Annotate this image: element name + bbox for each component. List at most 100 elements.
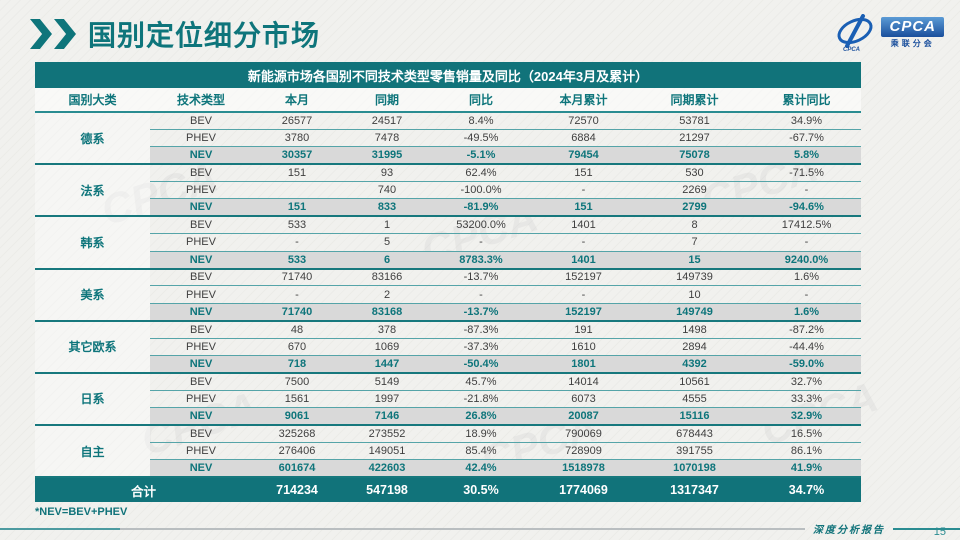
data-cell: 1498 <box>637 319 752 339</box>
data-cell: 31995 <box>342 146 432 165</box>
total-cell: 547198 <box>342 476 432 503</box>
data-cell: 83168 <box>342 302 432 321</box>
data-cell: 86.1% <box>752 441 861 460</box>
data-cell: 9240.0% <box>752 250 861 269</box>
data-cell: -87.2% <box>752 319 861 339</box>
total-row: 合计 714234 547198 30.5% 1774069 1317347 34.7% <box>35 476 861 503</box>
data-cell: 1561 <box>252 389 342 408</box>
column-header: 技术类型 <box>150 88 252 113</box>
data-cell: -100.0% <box>432 181 530 199</box>
data-cell: 20087 <box>530 407 637 426</box>
table-header-row: 国别大类 技术类型 本月 同期 同比 本月累计 同期累计 累计同比 <box>35 88 861 113</box>
data-cell: BEV <box>150 163 252 182</box>
data-cell: - <box>752 233 861 252</box>
data-cell: 273552 <box>342 424 432 443</box>
logo-subtext: 乘联分会 <box>890 39 935 48</box>
data-cell: -71.5% <box>752 163 861 182</box>
double-chevron-icon <box>30 19 76 49</box>
data-cell: 601674 <box>252 459 342 478</box>
data-cell: -44.4% <box>752 337 861 356</box>
total-cell: 714234 <box>252 476 342 503</box>
data-cell: - <box>530 233 637 252</box>
sales-table: 新能源市场各国别不同技术类型零售销量及同比（2024年3月及累计） 国别大类 技术… <box>35 62 861 503</box>
data-cell: 7146 <box>342 407 432 426</box>
page-title: 国别定位细分市场 <box>88 20 321 51</box>
data-cell: BEV <box>150 110 252 130</box>
data-cell: PHEV <box>150 233 252 252</box>
data-cell: - <box>530 285 637 304</box>
data-cell: 53200.0% <box>432 215 530 234</box>
table-row: PHEV 3780 7478 -49.5% 6884 21297 -67.7% <box>35 128 861 147</box>
data-cell: 10561 <box>637 371 752 391</box>
data-cell: 16.5% <box>752 424 861 443</box>
data-cell: 378 <box>342 319 432 339</box>
table-row: PHEV -2- -10- <box>35 285 861 304</box>
data-cell: 276406 <box>252 441 342 460</box>
data-cell: 21297 <box>637 128 752 147</box>
data-cell: BEV <box>150 215 252 234</box>
data-cell: PHEV <box>150 389 252 408</box>
table-title: 新能源市场各国别不同技术类型零售销量及同比（2024年3月及累计） <box>35 62 861 88</box>
data-cell: 10 <box>637 285 752 304</box>
data-cell: 14014 <box>530 371 637 391</box>
data-cell: BEV <box>150 267 252 286</box>
data-cell: NEV <box>150 459 252 478</box>
table-row: NEV 9061 7146 26.8% 20087 15116 32.9% <box>35 407 861 426</box>
data-cell: - <box>432 285 530 304</box>
table-row: NEV 30357 31995 -5.1% 79454 75078 5.8% <box>35 146 861 165</box>
data-cell: 9061 <box>252 407 342 426</box>
data-cell: 72570 <box>530 110 637 130</box>
data-table: 国别大类 技术类型 本月 同期 同比 本月累计 同期累计 累计同比 德系 BEV 26577 245… <box>35 88 861 503</box>
data-cell: 149739 <box>637 267 752 286</box>
data-cell: 71740 <box>252 267 342 286</box>
footnote: *NEV=BEV+PHEV <box>35 506 128 518</box>
data-cell: 670 <box>252 337 342 356</box>
table-row: 法系 BEV 151 93 62.4% 151 530 -71.5% <box>35 163 861 217</box>
data-cell: NEV <box>150 302 252 321</box>
data-cell: - <box>432 233 530 252</box>
data-cell: 32.9% <box>752 407 861 426</box>
data-cell: 325268 <box>252 424 342 443</box>
data-cell: 1447 <box>342 354 432 373</box>
data-cell: 33.3% <box>752 389 861 408</box>
data-cell: 790069 <box>530 424 637 443</box>
total-cell: 1774069 <box>530 476 637 503</box>
data-cell: 718 <box>252 354 342 373</box>
data-cell: 30357 <box>252 146 342 165</box>
footer-divider <box>0 527 805 530</box>
data-cell: 34.9% <box>752 110 861 130</box>
data-cell: 4392 <box>637 354 752 373</box>
data-cell: 7 <box>637 233 752 252</box>
data-cell: 149051 <box>342 441 432 460</box>
column-header: 同比 <box>432 88 530 113</box>
footer-rule: 深度分析报告 <box>0 521 960 536</box>
footer-divider-accent <box>893 527 960 530</box>
data-cell: 152197 <box>530 267 637 286</box>
data-cell: 17412.5% <box>752 215 861 234</box>
country-cell: 其它欧系 <box>35 319 150 373</box>
data-cell: PHEV <box>150 181 252 199</box>
country-cell: 自主 <box>35 424 150 478</box>
data-cell: 1070198 <box>637 459 752 478</box>
data-cell: 6 <box>342 250 432 269</box>
column-header: 同期累计 <box>637 88 752 113</box>
data-cell: 8.4% <box>432 110 530 130</box>
data-cell: 83166 <box>342 267 432 286</box>
data-cell: 678443 <box>637 424 752 443</box>
table-row: NEV 718 1447 -50.4% 1801 4392 -59.0% <box>35 354 861 373</box>
data-cell: 2799 <box>637 198 752 217</box>
data-cell: 191 <box>530 319 637 339</box>
data-cell: 1069 <box>342 337 432 356</box>
data-cell: 18.9% <box>432 424 530 443</box>
data-cell: 740 <box>342 181 432 199</box>
column-header: 同期 <box>342 88 432 113</box>
data-cell: -81.9% <box>432 198 530 217</box>
data-cell: 422603 <box>342 459 432 478</box>
table-row: 日系 BEV 7500 5149 45.7% 14014 10561 32.7% <box>35 371 861 426</box>
total-cell: 1317347 <box>637 476 752 503</box>
data-cell: 4555 <box>637 389 752 408</box>
total-label: 合计 <box>35 476 252 503</box>
data-cell: 45.7% <box>432 371 530 391</box>
table-row: NEV 601674 422603 42.4% 1518978 1070198 41.9% <box>35 459 861 478</box>
table-row: PHEV 276406 149051 85.4% 728909 391755 86.1% <box>35 441 861 460</box>
